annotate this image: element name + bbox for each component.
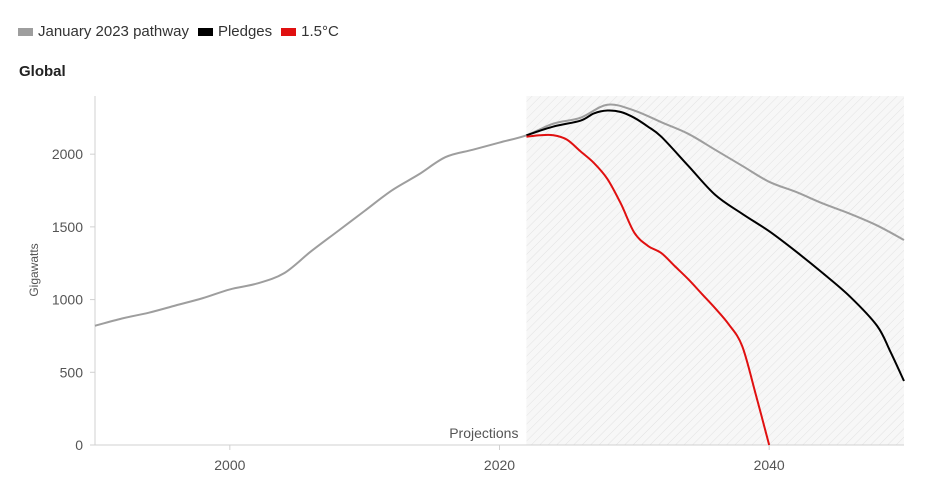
x-tick-label-2020: 2020 — [484, 457, 515, 473]
legend-item-pledges[interactable]: Pledges — [197, 23, 273, 40]
legend-item-1-5c[interactable]: 1.5°C — [281, 23, 339, 40]
x-tick-label-2040: 2040 — [754, 457, 785, 473]
y-axis-ticks: 0 500 1000 1500 2000 — [52, 146, 95, 453]
legend-label-pledges: Pledges — [217, 23, 273, 40]
y-axis-label: Gigawatts — [27, 243, 41, 296]
legend: January 2023 pathway Pledges 1.5°C — [18, 23, 348, 40]
y-tick-label-0: 0 — [75, 437, 83, 453]
series-line-january-2023-pathway[interactable] — [94, 103, 905, 327]
chart-title: Global — [19, 63, 66, 80]
x-axis-ticks: 2000 2020 2040 — [214, 445, 785, 473]
x-tick-label-2000: 2000 — [214, 457, 245, 473]
projections-label: Projections — [449, 425, 518, 441]
legend-label-january-2023-pathway: January 2023 pathway — [38, 23, 189, 40]
legend-label-1-5c: 1.5°C — [301, 23, 339, 40]
legend-swatch-1-5c — [281, 27, 297, 36]
y-tick-label-1000: 1000 — [52, 292, 83, 308]
y-tick-label-2000: 2000 — [52, 146, 83, 162]
y-tick-label-1500: 1500 — [52, 219, 83, 235]
series-line-pledges[interactable] — [526, 109, 905, 382]
series-lines — [94, 103, 905, 446]
legend-swatch-pledges — [197, 27, 213, 36]
series-line-1-5-c[interactable] — [526, 133, 771, 446]
legend-swatch-january-2023-pathway — [18, 27, 33, 36]
projection-area — [526, 96, 904, 445]
legend-item-january-2023-pathway[interactable]: January 2023 pathway — [18, 23, 189, 40]
y-tick-label-500: 500 — [60, 364, 84, 380]
